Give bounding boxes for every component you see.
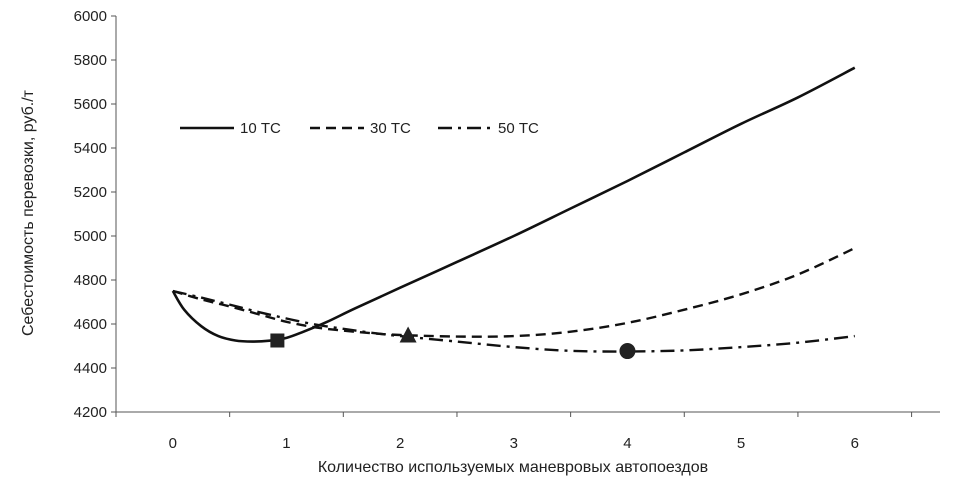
- y-tick-label: 5400: [74, 140, 107, 157]
- x-tick-label: 1: [282, 435, 290, 452]
- y-tick-label: 5200: [74, 184, 107, 201]
- series-line-3: [172, 289, 855, 353]
- series-lines: [171, 66, 856, 353]
- x-ticks: 0 1 2 3 4 5 6: [115, 412, 913, 452]
- y-tick-label: 6000: [74, 8, 107, 25]
- y-tick-label: 4200: [74, 404, 107, 421]
- y-axis-title-group: Себестоимость перевозки, руб./т: [20, 89, 37, 336]
- y-tick-label: 4400: [74, 360, 107, 377]
- x-tick-label: 0: [169, 435, 177, 452]
- marker-circle: [619, 343, 636, 360]
- x-tick-label: 6: [851, 435, 859, 452]
- y-tick-label: 4800: [74, 272, 107, 289]
- axes: [115, 16, 940, 413]
- y-tick-label: 5000: [74, 228, 107, 245]
- series-line-2: [172, 247, 856, 338]
- legend: 10 ТС 30 ТС 50 ТС: [180, 120, 539, 137]
- y-tick-label: 5800: [74, 52, 107, 69]
- y-ticks: 4200 4400 4600 4800 5000 5200 5400 5600 5800 6000: [74, 8, 116, 421]
- series-markers: [270, 326, 636, 360]
- y-axis-title: Себестоимость перевозки, руб./т: [20, 89, 37, 336]
- x-axis-title: Количество используемых маневровых автоп…: [318, 459, 708, 476]
- x-tick-label: 3: [510, 435, 518, 452]
- y-tick-label: 4600: [74, 316, 107, 333]
- legend-label-3: 50 ТС: [498, 120, 539, 137]
- marker-triangle: [399, 326, 417, 343]
- marker-square: [270, 333, 285, 348]
- x-tick-label: 5: [737, 435, 745, 452]
- x-tick-label: 2: [396, 435, 404, 452]
- y-tick-label: 5600: [74, 96, 107, 113]
- x-tick-label: 4: [623, 435, 631, 452]
- legend-label-1: 10 ТС: [240, 120, 281, 137]
- series-line-1: [171, 66, 856, 343]
- legend-label-2: 30 ТС: [370, 120, 411, 137]
